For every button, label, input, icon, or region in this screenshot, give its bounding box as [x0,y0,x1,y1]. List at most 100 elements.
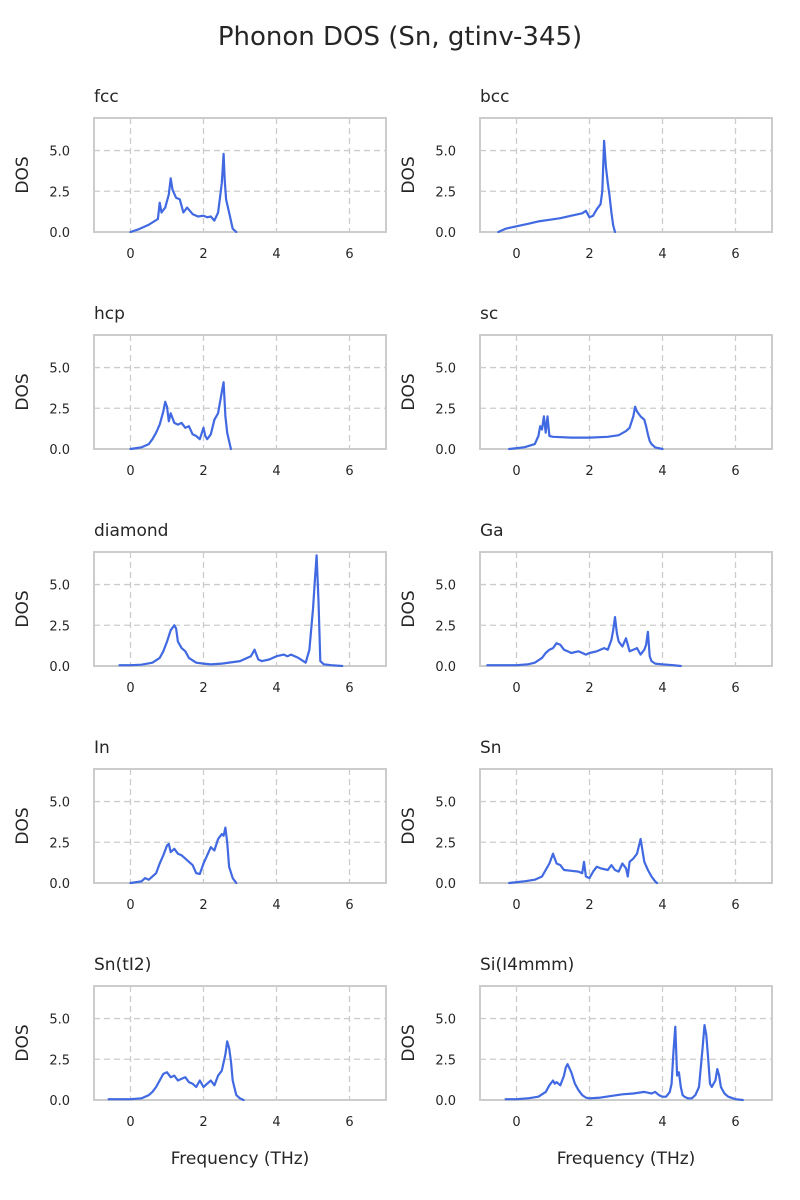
panel-8: 0 2 4 6 0.0 2.5 5.0 Sn DOS [399,738,773,913]
x-tick-label: 4 [272,464,280,479]
x-tick-label: 0 [512,1115,520,1130]
x-tick-label: 6 [731,898,739,913]
panel-10: 0 2 4 6 0.0 2.5 5.0 Si(I4mmm) DOS Frequency (THz) [399,955,773,1169]
panel-title: bcc [480,87,509,107]
panel-6: 0 2 4 6 0.0 2.5 5.0 Ga DOS [399,521,773,696]
y-tick-label: 5.0 [435,1013,456,1028]
x-tick-label: 6 [731,1115,739,1130]
x-tick-label: 0 [126,898,134,913]
panel-frame [93,985,387,1101]
x-tick-label: 4 [658,1115,666,1130]
panel-3: 0 2 4 6 0.0 2.5 5.0 hcp DOS [13,304,387,479]
y-tick-label: 0.0 [435,443,456,458]
x-axis-label: Frequency (THz) [557,1149,696,1169]
x-tick-label: 2 [585,1115,593,1130]
y-tick-label: 5.0 [435,145,456,160]
panel-1: 0 2 4 6 0.0 2.5 5.0 fcc DOS [13,87,387,262]
y-axis-label: DOS [13,590,33,627]
x-tick-label: 2 [199,247,207,262]
dos-line [118,554,344,668]
y-axis-label: DOS [399,807,419,844]
y-tick-label: 5.0 [49,579,70,594]
figure-title: Phonon DOS (Sn, gtinv-345) [218,22,582,52]
panel-5: 0 2 4 6 0.0 2.5 5.0 diamond DOS [13,521,387,696]
y-tick-label: 5.0 [49,1013,70,1028]
x-tick-label: 4 [272,1115,280,1130]
panel-frame [93,117,387,233]
x-tick-label: 4 [272,247,280,262]
x-tick-label: 0 [126,247,134,262]
x-tick-label: 0 [126,681,134,696]
x-tick-label: 0 [512,898,520,913]
y-axis-label: DOS [399,156,419,193]
panel-title: sc [480,304,498,324]
panel-title: Si(I4mmm) [480,955,574,975]
x-tick-label: 6 [345,681,353,696]
y-tick-label: 0.0 [435,877,456,892]
x-tick-label: 4 [272,898,280,913]
panel-title: Sn(tI2) [94,955,151,975]
panel-frame [93,551,387,667]
y-tick-label: 2.5 [435,619,456,634]
panel-frame [479,768,773,884]
x-tick-label: 2 [199,898,207,913]
panel-frame [93,334,387,450]
y-tick-label: 5.0 [49,796,70,811]
y-axis-label: DOS [13,1024,33,1061]
panel-frame [479,334,773,450]
y-tick-label: 0.0 [435,226,456,241]
x-tick-label: 6 [731,681,739,696]
y-tick-label: 2.5 [49,185,70,200]
y-tick-label: 0.0 [49,226,70,241]
panel-title: fcc [94,87,119,107]
x-tick-label: 2 [199,681,207,696]
y-axis-label: DOS [399,1024,419,1061]
y-tick-label: 5.0 [435,362,456,377]
x-tick-label: 6 [345,464,353,479]
dos-line [129,381,232,451]
panel-title: In [94,738,110,758]
x-tick-label: 2 [199,464,207,479]
y-tick-label: 0.0 [49,1094,70,1109]
x-tick-label: 6 [345,1115,353,1130]
x-tick-label: 2 [585,247,593,262]
dos-line [497,139,617,234]
y-tick-label: 2.5 [49,619,70,634]
x-tick-label: 2 [585,681,593,696]
y-tick-label: 2.5 [49,836,70,851]
y-axis-label: DOS [399,590,419,627]
panel-title: Sn [480,738,502,758]
y-axis-label: DOS [13,807,33,844]
y-tick-label: 5.0 [435,796,456,811]
panel-7: 0 2 4 6 0.0 2.5 5.0 In DOS [13,738,387,913]
panel-frame [479,985,773,1101]
x-tick-label: 0 [126,464,134,479]
panel-frame [479,551,773,667]
dos-line [508,837,659,885]
y-tick-label: 0.0 [435,1094,456,1109]
dos-line [504,1023,744,1102]
x-tick-label: 4 [658,898,666,913]
x-tick-label: 6 [731,247,739,262]
x-tick-label: 6 [731,464,739,479]
y-tick-label: 0.0 [49,660,70,675]
y-axis-label: DOS [13,373,33,410]
y-tick-label: 2.5 [435,402,456,417]
panel-4: 0 2 4 6 0.0 2.5 5.0 sc DOS [399,304,773,479]
panel-2: 0 2 4 6 0.0 2.5 5.0 bcc DOS [399,87,773,262]
x-tick-label: 4 [658,464,666,479]
x-tick-label: 0 [512,247,520,262]
y-tick-label: 0.0 [435,660,456,675]
x-tick-label: 2 [585,898,593,913]
y-tick-label: 0.0 [49,443,70,458]
y-tick-label: 5.0 [49,145,70,160]
x-tick-label: 4 [272,681,280,696]
dos-line [508,405,664,451]
x-tick-label: 2 [199,1115,207,1130]
x-tick-label: 4 [658,247,666,262]
x-tick-label: 6 [345,247,353,262]
y-tick-label: 5.0 [49,362,70,377]
panel-title: hcp [94,304,125,324]
